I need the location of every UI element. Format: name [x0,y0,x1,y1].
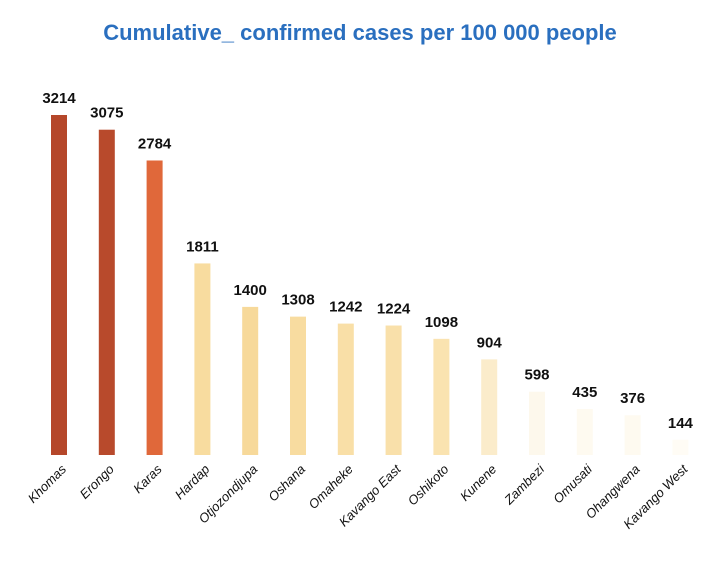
value-label: 144 [668,415,694,432]
value-label: 1098 [425,314,458,331]
x-tick-label: Karas [130,461,165,496]
bar [624,415,641,455]
value-label: 1242 [329,299,362,316]
value-label: 1224 [377,301,411,318]
bar [98,129,115,456]
bar [672,439,689,455]
value-label: 1308 [281,292,314,309]
x-tick-label: Zambezi [501,461,548,508]
bar [529,391,545,455]
value-label: 2784 [138,135,172,152]
value-label: 904 [477,334,503,351]
x-tick-label: Kunene [457,462,499,504]
value-label: 435 [572,384,597,401]
bar [146,160,163,455]
x-tick-label: Omaheke [305,462,355,512]
bar [337,323,354,455]
bar [242,306,259,455]
bar [433,338,450,455]
value-label: 1811 [186,238,219,255]
x-tick-label: Erongo [77,462,117,502]
value-label: 598 [524,367,549,384]
chart-title: Cumulative_ confirmed cases per 100 000 … [103,20,617,45]
value-label: 1400 [234,282,267,299]
x-tick-label: Omusati [550,461,596,507]
bar [51,115,67,455]
bar [576,408,593,455]
bar [481,359,498,455]
x-tick-label: Oshikoto [405,462,452,509]
value-label: 376 [620,390,645,407]
value-label: 3075 [90,105,123,122]
bar [194,263,211,455]
x-tick-label: Khomas [25,461,70,506]
bar [290,316,306,455]
value-label: 3214 [42,90,76,107]
x-tick-label: Hardap [172,462,213,503]
bar [385,325,402,455]
x-tick-label: Oshana [265,462,308,505]
